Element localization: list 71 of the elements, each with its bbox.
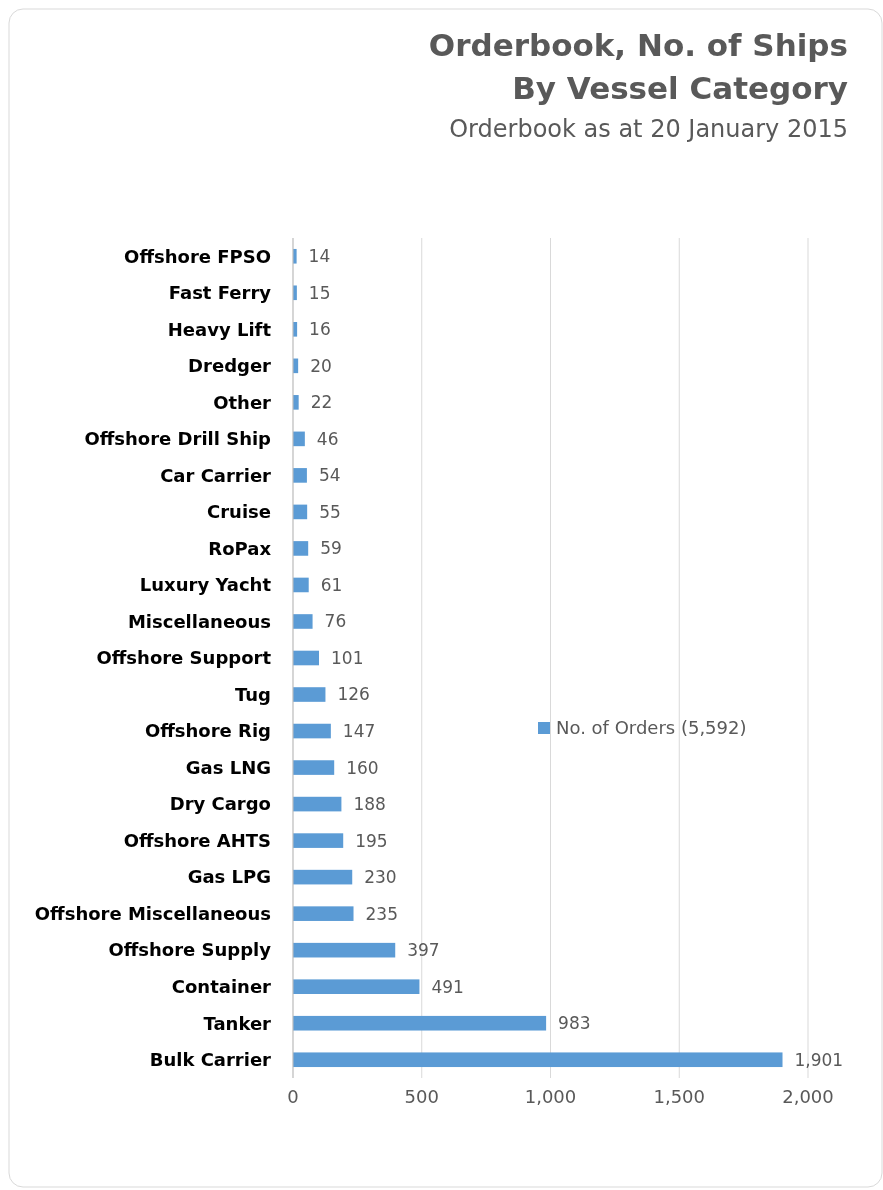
data-label: 59 xyxy=(320,538,342,559)
data-label: 20 xyxy=(310,355,332,376)
data-label: 55 xyxy=(319,501,341,522)
bar xyxy=(293,723,331,739)
y-tick-label: Miscellaneous xyxy=(127,610,271,632)
y-tick-label: Cruise xyxy=(207,501,271,523)
y-tick-label: Offshore Support xyxy=(96,647,272,669)
y-tick-label: Heavy Lift xyxy=(167,318,272,340)
bar xyxy=(293,942,396,958)
data-label: 76 xyxy=(324,611,347,632)
y-tick-label: Offshore Miscellaneous xyxy=(34,902,271,924)
bar xyxy=(293,577,309,593)
data-label: 397 xyxy=(407,940,440,961)
x-tick-label: 2,000 xyxy=(782,1086,834,1107)
data-label: 188 xyxy=(353,794,386,815)
bar xyxy=(293,1052,783,1068)
chart-subtitle: Orderbook as at 20 January 2015 xyxy=(449,115,848,143)
x-tick-label: 1,500 xyxy=(653,1086,706,1107)
bar xyxy=(293,979,420,994)
data-label: 46 xyxy=(316,428,339,449)
data-label: 101 xyxy=(331,647,364,668)
data-label: 235 xyxy=(365,903,398,924)
data-label: 126 xyxy=(337,684,370,705)
bar xyxy=(293,687,326,702)
data-label: 15 xyxy=(308,282,331,303)
y-tick-label: Dry Cargo xyxy=(169,793,271,815)
x-tick-label: 1,000 xyxy=(524,1086,577,1107)
data-label: 22 xyxy=(310,392,333,413)
bar xyxy=(293,796,342,812)
bar xyxy=(293,541,309,556)
data-label: 147 xyxy=(342,720,376,741)
y-tick-label: Offshore Drill Ship xyxy=(84,428,272,450)
x-tick-label: 0 xyxy=(287,1086,299,1107)
data-label: 230 xyxy=(364,867,397,888)
bar xyxy=(293,468,307,483)
y-tick-label: RoPax xyxy=(208,537,272,559)
bar xyxy=(293,1015,547,1031)
y-tick-label: Car Carrier xyxy=(160,464,272,486)
y-tick-label: Fast Ferry xyxy=(168,282,272,304)
y-tick-label: Bulk Carrier xyxy=(149,1049,272,1071)
y-tick-label: Offshore FPSO xyxy=(124,245,271,267)
bar xyxy=(293,833,344,848)
bar xyxy=(293,869,353,885)
bar xyxy=(293,906,354,921)
bar xyxy=(293,650,320,666)
x-tick-label: 500 xyxy=(404,1086,439,1107)
y-tick-label: Dredger xyxy=(188,355,272,377)
chart-title: Orderbook, No. of Ships By Vessel Category xyxy=(428,27,848,106)
data-label: 54 xyxy=(318,465,341,486)
data-label: 983 xyxy=(558,1013,591,1034)
data-label: 195 xyxy=(355,830,388,851)
bar xyxy=(293,760,335,775)
y-tick-label: Other xyxy=(213,391,272,413)
data-label: 16 xyxy=(309,319,331,340)
y-tick-label: Luxury Yacht xyxy=(139,574,272,596)
y-tick-label: Container xyxy=(171,976,272,997)
bar xyxy=(293,395,299,410)
y-tick-label: Offshore Rig xyxy=(144,720,271,742)
y-tick-label: Tug xyxy=(235,683,271,705)
data-label: 61 xyxy=(320,574,343,595)
y-tick-label: Tanker xyxy=(203,1012,272,1034)
data-label: 491 xyxy=(431,976,464,997)
legend-label: No. of Orders (5,592) xyxy=(556,717,747,739)
y-tick-label: Offshore AHTS xyxy=(123,829,271,851)
bar xyxy=(293,614,313,629)
y-tick-label: Gas LPG xyxy=(187,866,271,888)
y-tick-label: Offshore Supply xyxy=(108,939,272,961)
data-label: 14 xyxy=(308,246,331,267)
y-tick-label: Gas LNG xyxy=(185,756,271,778)
data-label: 160 xyxy=(346,757,379,778)
data-label: 1,901 xyxy=(794,1049,844,1070)
